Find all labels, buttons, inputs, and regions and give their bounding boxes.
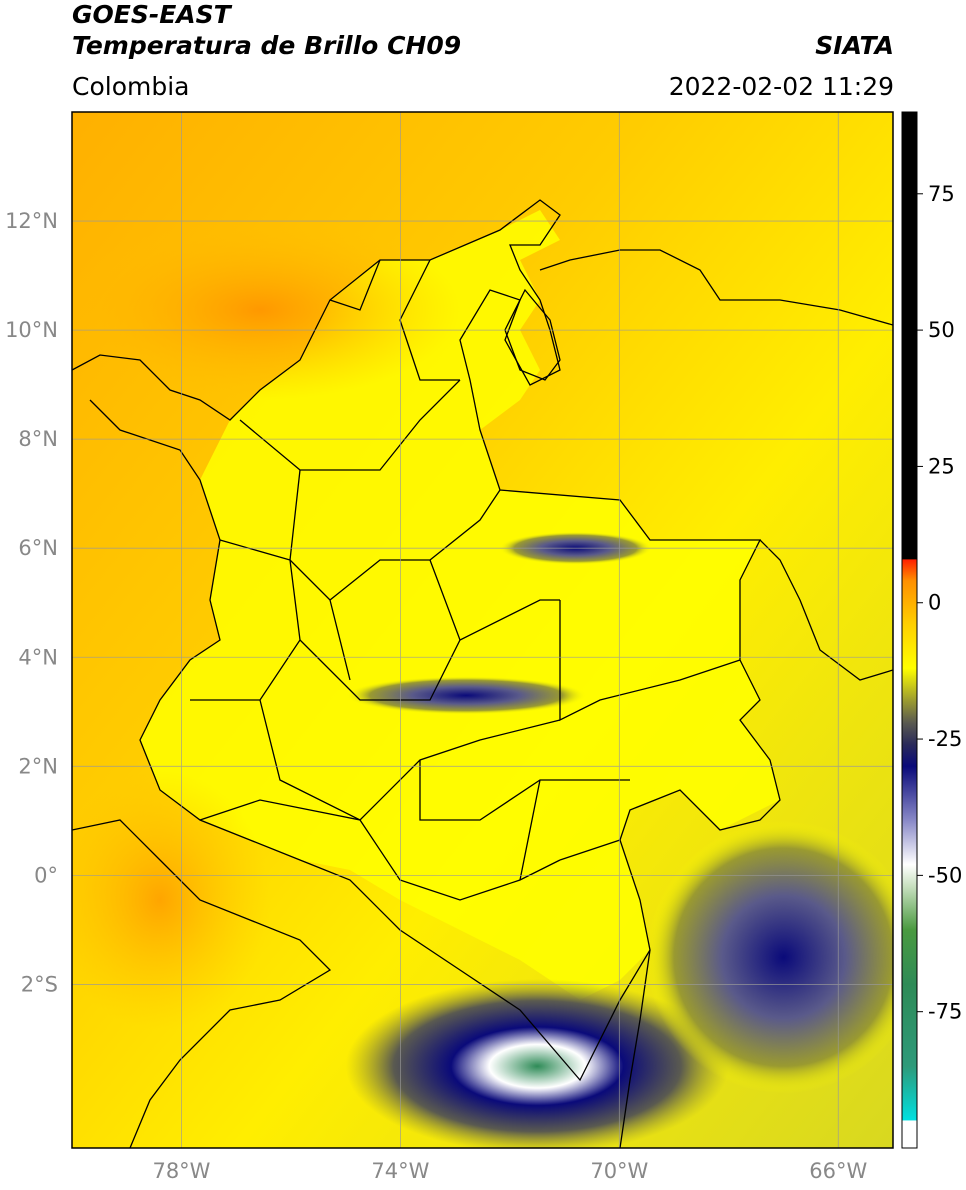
lon-tick-label: 70°W bbox=[590, 1159, 648, 1183]
pacific-warm-patch bbox=[72, 770, 270, 1030]
lon-tick-label: 78°W bbox=[152, 1159, 210, 1183]
colorbar-ticks: 75 50 25 0 -25 -50 -75 bbox=[917, 182, 962, 1024]
lat-tick-label: 10°N bbox=[5, 318, 58, 342]
satellite-title: GOES-EAST bbox=[72, 0, 231, 29]
map-frame bbox=[71, 111, 894, 1149]
product-title: Temperatura de Brillo CH09 bbox=[72, 31, 462, 60]
lat-tick-label: 4°N bbox=[18, 645, 58, 669]
colorbar-scale bbox=[901, 111, 918, 1149]
department-1 bbox=[239, 379, 461, 471]
lat-tick-label: 0° bbox=[34, 863, 58, 887]
department-9 bbox=[519, 779, 621, 881]
colorbar-tick-label: 0 bbox=[928, 591, 941, 615]
department-10 bbox=[329, 259, 460, 381]
lat-tick-label: 2°N bbox=[18, 754, 58, 778]
peru-ecuador-border bbox=[72, 819, 332, 1148]
cloud-llanos-band bbox=[345, 676, 587, 715]
department-5 bbox=[559, 600, 741, 722]
department-7 bbox=[419, 760, 630, 821]
department-11 bbox=[329, 559, 461, 681]
latitude-labels: 12°N 10°N 8°N 6°N 4°N 2°N 0° 2°S bbox=[5, 209, 58, 996]
lat-tick-label: 6°N bbox=[18, 536, 58, 560]
venezuela-coast bbox=[539, 249, 893, 326]
department-4 bbox=[299, 599, 560, 701]
colorbar-tick-label: 25 bbox=[928, 454, 955, 478]
brazil-border bbox=[619, 949, 651, 1148]
lon-tick-label: 74°W bbox=[371, 1159, 429, 1183]
colorbar-tick-label: -75 bbox=[928, 1000, 962, 1024]
region-label: Colombia bbox=[72, 72, 190, 101]
colombia-outline bbox=[72, 199, 781, 1082]
colorbar: 75 50 25 0 -25 -50 -75 bbox=[901, 111, 962, 1149]
colombia-landmass bbox=[140, 210, 780, 1000]
venezuela-brazil-border bbox=[759, 539, 893, 681]
lon-tick-label: 66°W bbox=[809, 1159, 867, 1183]
map-area bbox=[72, 112, 893, 1148]
colorbar-tick-label: -25 bbox=[928, 727, 962, 751]
cloud-amazon-south bbox=[345, 978, 729, 1148]
cloud-southeast bbox=[646, 820, 893, 1094]
lat-tick-label: 2°S bbox=[21, 972, 58, 996]
colorbar-tick-label: 75 bbox=[928, 182, 955, 206]
colorbar-tick-label: -50 bbox=[928, 863, 962, 887]
lat-tick-label: 8°N bbox=[18, 427, 58, 451]
colorbar-tick-label: 50 bbox=[928, 318, 955, 342]
gridlines bbox=[72, 112, 893, 1148]
caribbean-warm-patch bbox=[72, 220, 460, 400]
lat-tick-label: 12°N bbox=[5, 209, 58, 233]
datetime-label: 2022-02-02 11:29 bbox=[668, 72, 894, 101]
longitude-labels: 78°W 74°W 70°W 66°W bbox=[152, 1159, 867, 1183]
brand-label: SIATA bbox=[815, 31, 894, 60]
